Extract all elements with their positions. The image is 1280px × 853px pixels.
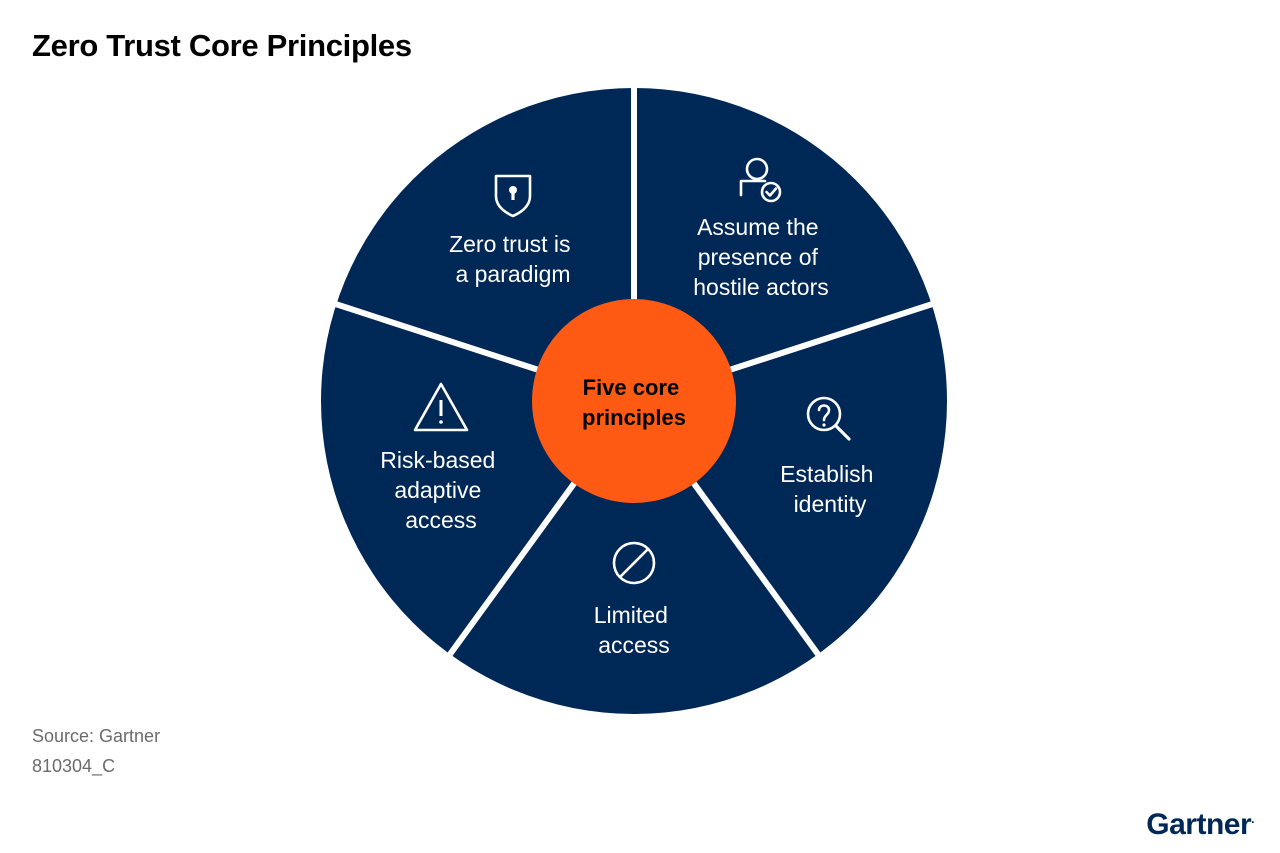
- segment-label: Zero trust is a paradigm: [449, 231, 577, 287]
- segment-label: Establish identity: [780, 461, 880, 517]
- segment-label-line: Risk-based: [380, 447, 495, 473]
- segment-label-line: Assume the: [697, 214, 818, 240]
- segment-label-line: a paradigm: [455, 261, 570, 287]
- center-label-line: Five core: [583, 375, 680, 400]
- wheel-segments: Zero trust is a paradigm Assume the pres…: [380, 157, 880, 658]
- user-check-icon: [739, 157, 782, 203]
- shield-lock-icon: [494, 174, 532, 218]
- warning-icon: [413, 382, 469, 432]
- segment-hostile-actors: Assume the presence of hostile actors: [693, 157, 829, 300]
- segment-label: Assume the presence of hostile actors: [693, 214, 829, 300]
- segment-label-line: adaptive: [394, 477, 481, 503]
- source-note: Source: Gartner: [32, 726, 161, 746]
- figure-code: 810304_C: [32, 756, 116, 776]
- segment-zero-trust-paradigm: Zero trust is a paradigm: [449, 174, 577, 287]
- center-label-line: principles: [582, 405, 686, 430]
- segment-limited-access: Limited access: [594, 541, 675, 658]
- logo-dot: .: [1251, 812, 1254, 826]
- segment-label-line: hostile actors: [693, 274, 829, 300]
- segment-label-line: Zero trust is: [449, 231, 570, 257]
- center-label: Five core principles: [582, 375, 686, 430]
- segment-label: Risk-based adaptive access: [380, 447, 501, 533]
- segment-label-line: Establish: [780, 461, 873, 487]
- center-circle: [532, 299, 736, 503]
- segment-label: Limited access: [594, 602, 675, 658]
- segment-label-line: presence of: [698, 244, 819, 270]
- logo-text: Gartner: [1146, 808, 1252, 841]
- segment-establish-identity: Establish identity: [780, 396, 880, 517]
- gartner-logo: Gartner.: [1146, 808, 1254, 842]
- page-title: Zero Trust Core Principles: [32, 28, 412, 63]
- segment-risk-based-access: Risk-based adaptive access: [380, 382, 501, 533]
- segment-label-line: Limited: [594, 602, 668, 628]
- segment-label-line: identity: [794, 491, 867, 517]
- prohibited-icon: [612, 541, 656, 585]
- search-question-icon: [806, 396, 851, 441]
- segment-label-line: access: [405, 507, 477, 533]
- segment-label-line: access: [598, 632, 670, 658]
